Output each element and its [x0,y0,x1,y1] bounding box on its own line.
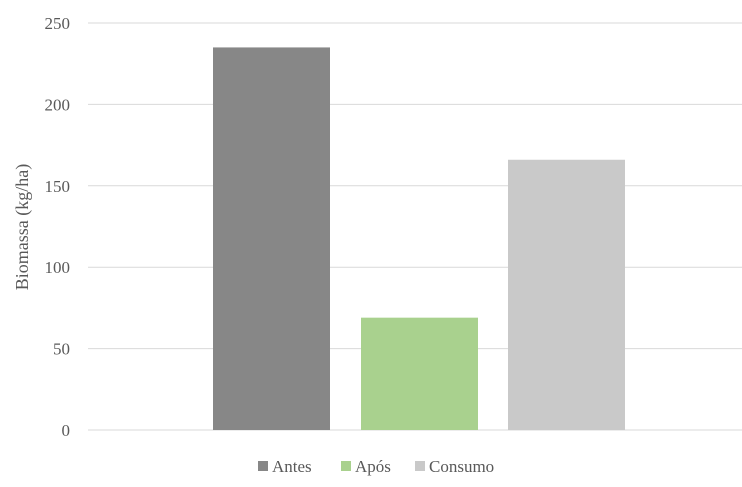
legend-swatch-consumo [415,461,425,471]
bar-após [361,317,478,430]
legend: Antes Após Consumo [258,457,494,476]
y-tick-label: 50 [53,340,70,359]
legend-label-após: Após [355,457,391,476]
y-tick-label: 250 [45,14,71,33]
bar-consumo [508,159,625,430]
y-axis-tick-labels: 0 50 100 150 200 250 [45,14,71,440]
y-tick-label: 200 [45,95,71,114]
y-tick-label: 150 [45,177,71,196]
y-tick-label: 100 [45,258,71,277]
legend-swatch-antes [258,461,268,471]
y-axis-label: Biomassa (kg/ha) [12,164,33,290]
legend-swatch-após [341,461,351,471]
y-tick-label: 0 [62,421,71,440]
bars [213,47,625,431]
legend-label-antes: Antes [272,457,312,476]
bar-antes [213,47,330,431]
gridlines [88,22,742,431]
legend-label-consumo: Consumo [429,457,494,476]
